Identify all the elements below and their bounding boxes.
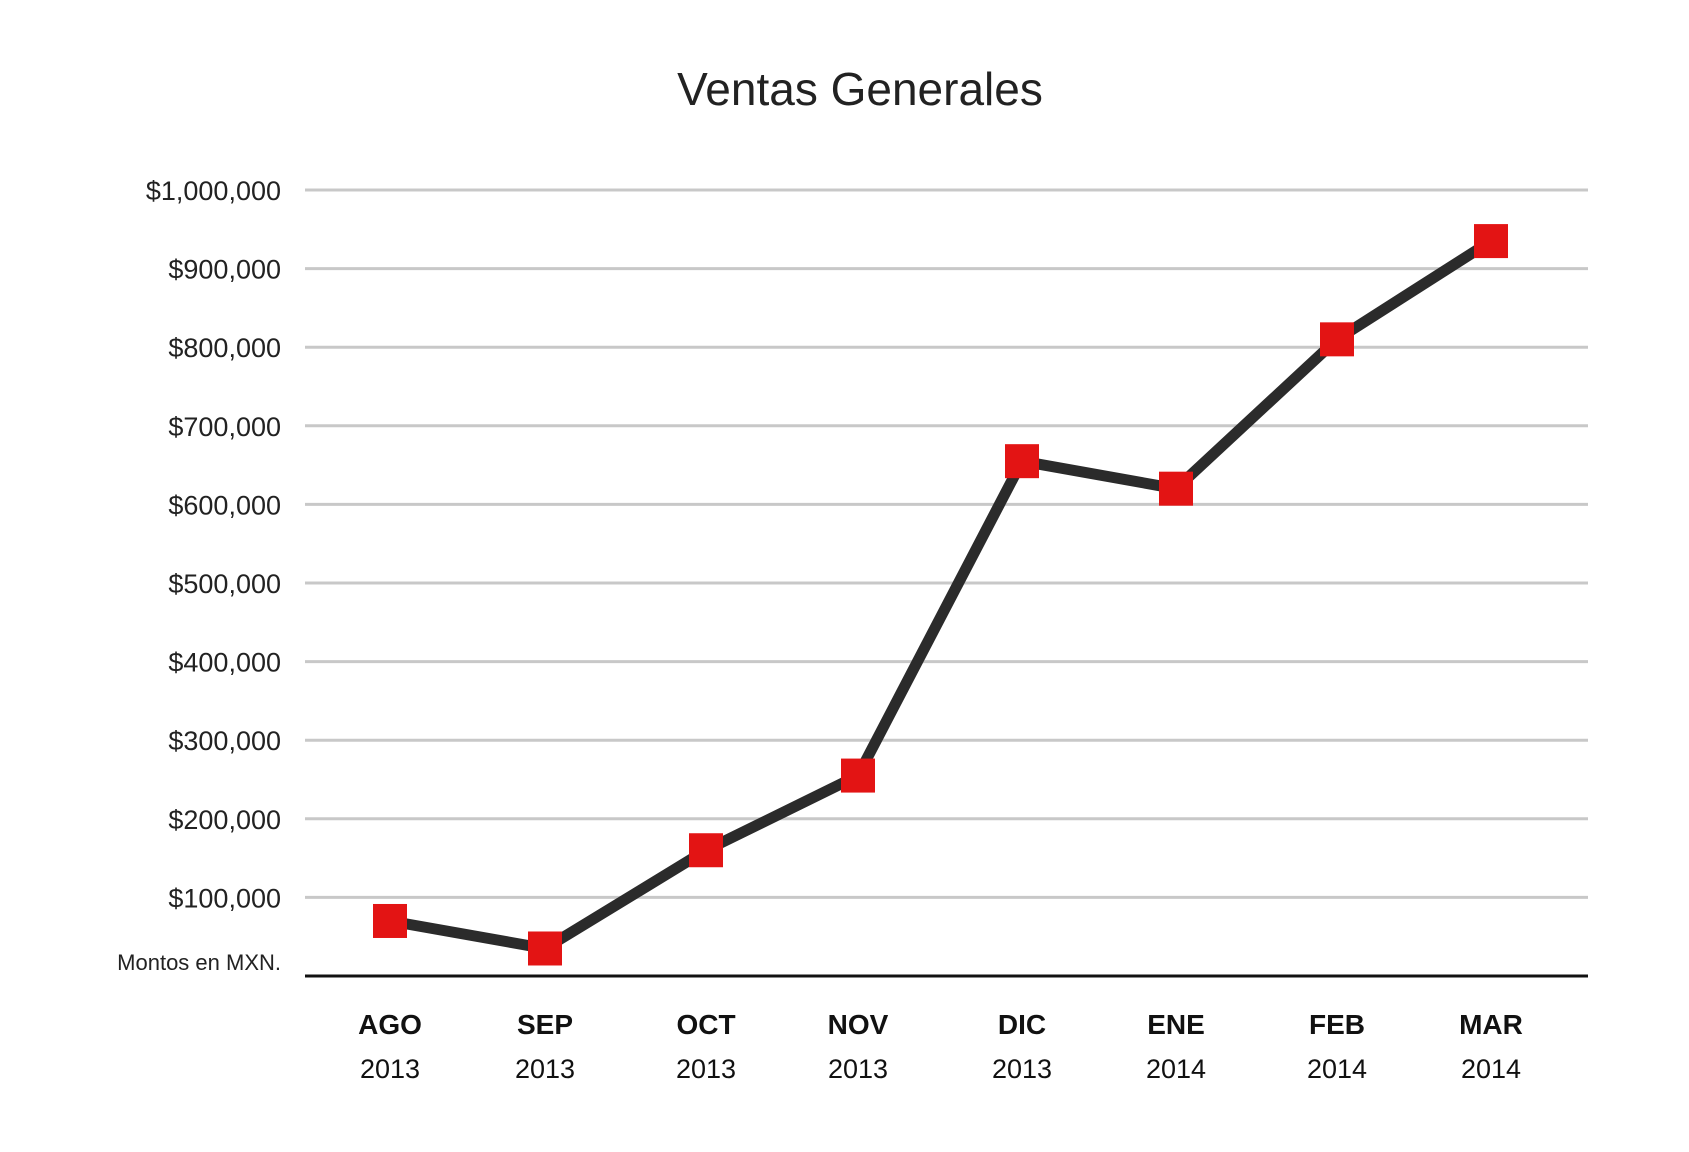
x-tick-month-label: DIC	[998, 1009, 1046, 1040]
y-tick-label: $1,000,000	[146, 176, 281, 206]
x-tick-year-label: 2013	[515, 1054, 575, 1084]
x-tick-year-label: 2013	[828, 1054, 888, 1084]
y-tick-label: $400,000	[168, 648, 281, 678]
x-tick-month-label: AGO	[358, 1009, 422, 1040]
x-tick-year-label: 2013	[992, 1054, 1052, 1084]
data-point-marker	[1159, 471, 1193, 506]
data-point-marker	[689, 833, 723, 868]
data-point-marker	[1005, 444, 1039, 479]
y-tick-label: $300,000	[168, 726, 281, 756]
x-tick-year-label: 2013	[360, 1054, 420, 1084]
y-axis-ticks: $100,000 $200,000 $300,000 $400,000 $500,000…	[146, 176, 281, 913]
data-point-marker	[1474, 224, 1508, 259]
data-point-marker	[528, 931, 562, 966]
series-line	[384, 235, 1497, 954]
x-tick-year-label: 2013	[676, 1054, 736, 1084]
x-tick-month-label: ENE	[1147, 1009, 1205, 1040]
x-tick-month-label: MAR	[1459, 1009, 1523, 1040]
data-point-marker	[1320, 322, 1354, 357]
gridlines	[305, 188, 1588, 899]
data-point-marker	[373, 903, 407, 938]
y-tick-label: $600,000	[168, 490, 281, 520]
y-tick-label: $500,000	[168, 569, 281, 599]
x-tick-month-label: FEB	[1309, 1009, 1365, 1040]
y-tick-label: $700,000	[168, 412, 281, 442]
x-axis-ticks: AGO 2013 SEP 2013 OCT 2013 NOV 2013 DIC 2013 ENE 20…	[358, 1009, 1523, 1084]
chart-title: Ventas Generales	[677, 63, 1043, 115]
y-tick-label: $100,000	[168, 883, 281, 913]
x-tick-month-label: OCT	[676, 1009, 735, 1040]
series-sales	[373, 224, 1508, 966]
x-tick-year-label: 2014	[1146, 1054, 1206, 1084]
x-tick-year-label: 2014	[1307, 1054, 1367, 1084]
x-tick-month-label: SEP	[517, 1009, 573, 1040]
y-tick-label: $900,000	[168, 255, 281, 285]
y-tick-label: $200,000	[168, 805, 281, 835]
data-point-marker	[841, 758, 875, 793]
y-tick-label: $800,000	[168, 333, 281, 363]
x-tick-month-label: NOV	[828, 1009, 889, 1040]
currency-note: Montos en MXN.	[117, 950, 281, 975]
x-tick-year-label: 2014	[1461, 1054, 1521, 1084]
